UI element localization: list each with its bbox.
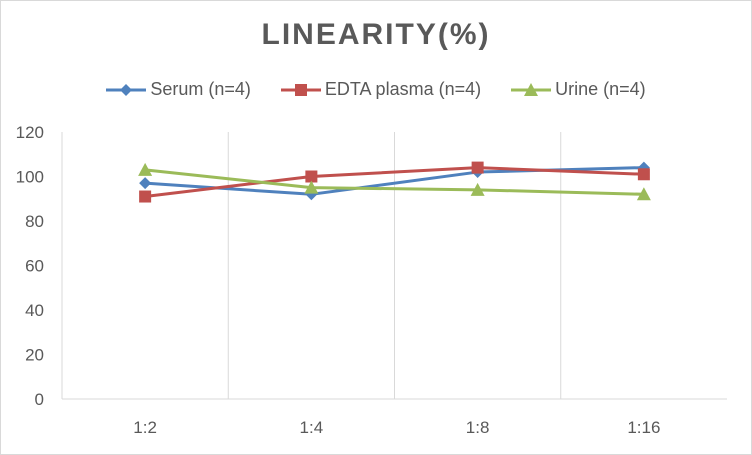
data-point [139, 190, 152, 203]
legend-marker-urine [511, 82, 552, 96]
data-point [304, 180, 319, 194]
x-tick-label: 1:4 [300, 418, 324, 437]
y-tick-label: 100 [16, 168, 44, 187]
data-point [138, 162, 153, 176]
data-point [636, 187, 651, 201]
y-tick-label: 80 [25, 212, 44, 231]
y-tick-label: 40 [25, 301, 44, 320]
legend-label-urine: Urine (n=4) [555, 79, 646, 99]
data-point [139, 177, 152, 190]
legend-marker-serum [106, 83, 147, 96]
legend-label-serum: Serum (n=4) [150, 79, 251, 99]
x-tick-label: 1:8 [466, 418, 490, 437]
x-tick-label: 1:16 [627, 418, 660, 437]
data-point [637, 168, 650, 181]
data-point [470, 182, 485, 196]
legend-label-edta-plasma: EDTA plasma (n=4) [324, 79, 482, 99]
y-tick-label: 120 [16, 123, 44, 142]
x-tick-label: 1:2 [133, 418, 157, 437]
legend-item-edta-plasma: EDTA plasma (n=4) [280, 79, 482, 100]
legend-item-urine: Urine (n=4) [511, 79, 646, 100]
y-tick-label: 60 [25, 257, 44, 276]
series-line-1 [144, 166, 644, 199]
y-tick-label: 0 [35, 390, 44, 409]
legend-item-serum: Serum (n=4) [106, 79, 251, 100]
data-point [305, 170, 318, 183]
series-line-2 [144, 168, 644, 196]
legend-marker-edta-plasma [280, 83, 321, 96]
chart-title: LINEARITY(%) [261, 18, 491, 51]
chart-legend: Serum (n=4) EDTA plasma (n=4) Urine (n=4… [0, 79, 752, 100]
data-point [471, 161, 484, 174]
y-tick-label: 20 [25, 346, 44, 365]
